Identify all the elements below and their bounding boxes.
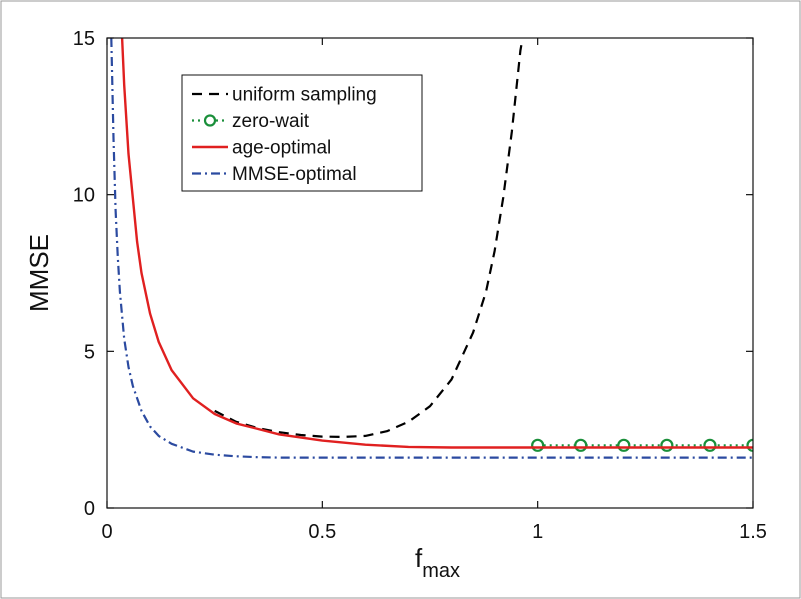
marker-zero-wait-4: [703, 438, 717, 452]
marker-zero-wait-2: [617, 438, 631, 452]
legend-label-uniform-sampling: uniform sampling: [232, 85, 377, 106]
x-axis-label-subscript: max: [422, 560, 460, 582]
series-mmse-optimal: [110, 38, 753, 459]
x-tick-label-3: 1.5: [739, 521, 767, 543]
series-age-optimal: [120, 38, 753, 449]
legend-label-age-optimal: age-optimal: [232, 138, 331, 159]
x-axis-label: fmax: [415, 543, 460, 582]
marker-zero-wait-1: [574, 438, 588, 452]
legend-box: [181, 74, 423, 192]
y-tick-label-3: 15: [73, 28, 95, 50]
marker-zero-wait-0: [531, 438, 545, 452]
series-line-mmse-optimal: [110, 38, 753, 459]
x-tick-label-1: 0.5: [308, 521, 336, 543]
marker-zero-wait-3: [660, 438, 674, 452]
y-axis-label: MMSE: [24, 234, 54, 312]
series-line-uniform-sampling: [214, 38, 524, 438]
x-tick-label-0: 0: [101, 521, 112, 543]
x-axis-label-main: f: [415, 543, 423, 573]
series-layer: [110, 38, 753, 459]
legend-marker-zero-wait: [203, 114, 217, 127]
x-tick-label-2: 1: [532, 521, 543, 543]
plot-area-frame: [106, 37, 754, 509]
y-tick-label-2: 10: [73, 185, 95, 207]
legend: uniform sampling zero-wait age-optimal MMSE…: [181, 74, 423, 192]
y-tick-label-0: 0: [84, 498, 95, 520]
tick-layer: 0 0.5 1 1.5 0 5 10 15: [73, 28, 767, 543]
series-line-age-optimal: [120, 38, 753, 449]
series-uniform-sampling: [214, 38, 524, 438]
legend-label-zero-wait: zero-wait: [232, 111, 310, 132]
y-tick-label-1: 5: [84, 341, 95, 363]
legend-label-mmse-optimal: MMSE-optimal: [232, 164, 357, 185]
